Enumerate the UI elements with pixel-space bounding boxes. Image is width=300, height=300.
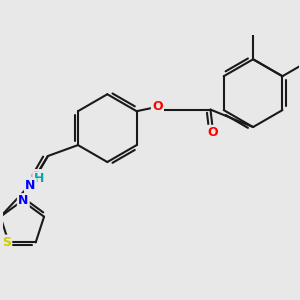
Text: H: H <box>33 172 44 185</box>
Text: O: O <box>152 100 163 113</box>
Text: O: O <box>31 170 41 183</box>
Text: S: S <box>2 236 11 249</box>
Text: O: O <box>208 126 218 139</box>
Text: N: N <box>25 179 36 192</box>
Text: N: N <box>18 194 28 207</box>
